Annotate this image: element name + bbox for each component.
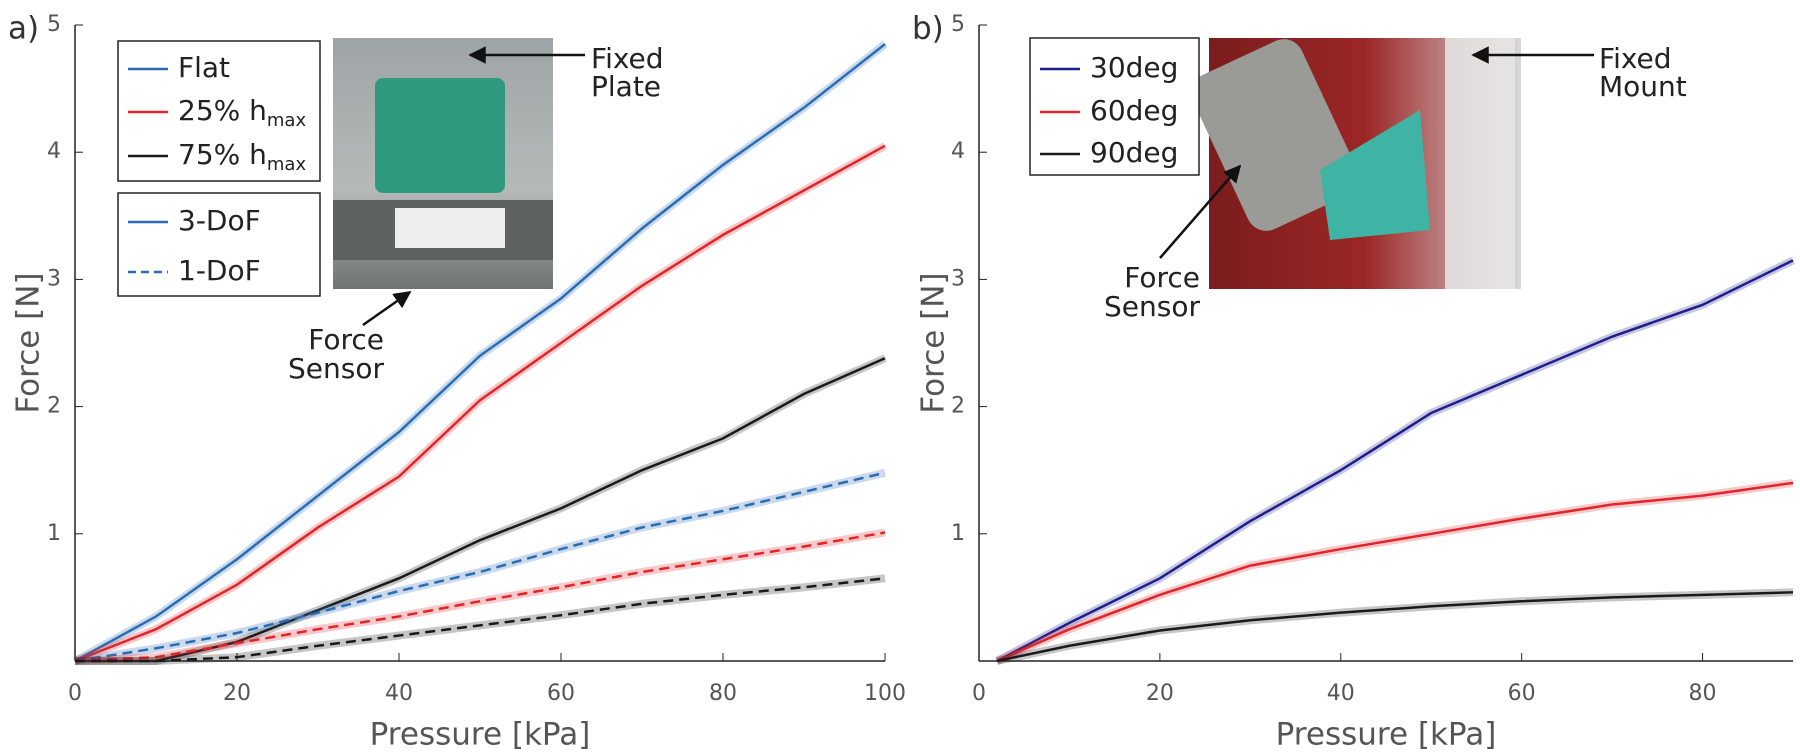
series-line (74, 43, 886, 663)
legend-label: 30deg (1090, 51, 1178, 84)
series-line (996, 259, 1794, 663)
panel-label: a) (8, 11, 39, 47)
annotation: Fixed (591, 42, 664, 75)
legend-label: 25% hmax (178, 94, 306, 131)
annotation-arrow (1159, 164, 1242, 259)
y-tick-label: 1 (951, 521, 965, 546)
y-tick-label: 2 (47, 394, 61, 419)
legend-subscript: max (267, 154, 307, 175)
panel-label: b) (912, 11, 944, 47)
x-tick-label: 100 (864, 681, 906, 706)
legend-name: 3-DoF (178, 204, 261, 237)
x-tick-label: 80 (709, 681, 737, 706)
y-tick-label: 5 (47, 12, 61, 37)
y-axis-label: Force [N] (11, 272, 47, 413)
x-tick-label: 0 (68, 681, 82, 706)
y-tick-label: 3 (951, 266, 965, 291)
annotation: Plate (591, 70, 661, 103)
photo-b (1191, 38, 1521, 289)
annotation: Sensor (288, 352, 384, 385)
legend-label: 75% hmax (178, 138, 306, 175)
y-tick-label: 2 (951, 394, 965, 419)
legend-name: Flat (178, 51, 230, 84)
x-axis-label: Pressure [kPa] (1276, 717, 1497, 753)
x-tick-label: 20 (223, 681, 251, 706)
legend-name: 1-DoF (178, 254, 261, 287)
y-tick-label: 1 (47, 521, 61, 546)
annotation: Force (1124, 261, 1200, 294)
annotation: Fixed (1599, 42, 1672, 75)
legend-box (1029, 37, 1200, 176)
legend-name: 30deg (1090, 51, 1178, 84)
legend-subscript: max (267, 110, 307, 131)
series-line (75, 577, 886, 663)
legend-name: 90deg (1090, 136, 1178, 169)
x-tick-label: 60 (1508, 681, 1536, 706)
annotation: Force (308, 323, 384, 356)
legend-name: 75% h (178, 138, 267, 171)
y-axis-label: Force [N] (916, 272, 952, 413)
series-line (996, 481, 1794, 663)
x-tick-label: 60 (547, 681, 575, 706)
legend-label: Flat (178, 51, 230, 84)
annotation: Sensor (1104, 290, 1200, 323)
series-line (74, 471, 886, 663)
y-tick-label: 4 (951, 139, 965, 164)
x-tick-label: 20 (1146, 681, 1174, 706)
legend-name: 25% h (178, 94, 267, 127)
x-tick-label: 40 (385, 681, 413, 706)
series-line (74, 531, 886, 663)
series-line (74, 144, 886, 663)
legend-label: 60deg (1090, 94, 1178, 127)
legend-label: 1-DoF (178, 254, 261, 287)
annotation-arrow (362, 290, 412, 327)
legend-label: 3-DoF (178, 204, 261, 237)
photo-a (333, 38, 553, 289)
x-tick-label: 0 (972, 681, 986, 706)
legend-label: 90deg (1090, 136, 1178, 169)
legend-name: 60deg (1090, 94, 1178, 127)
legend-box (117, 192, 321, 297)
y-tick-label: 4 (47, 139, 61, 164)
y-tick-label: 3 (47, 266, 61, 291)
annotation: Mount (1599, 70, 1687, 103)
x-tick-label: 40 (1327, 681, 1355, 706)
x-axis-label: Pressure [kPa] (370, 717, 591, 753)
x-tick-label: 80 (1689, 681, 1717, 706)
series-line (996, 591, 1794, 663)
y-tick-label: 5 (951, 12, 965, 37)
